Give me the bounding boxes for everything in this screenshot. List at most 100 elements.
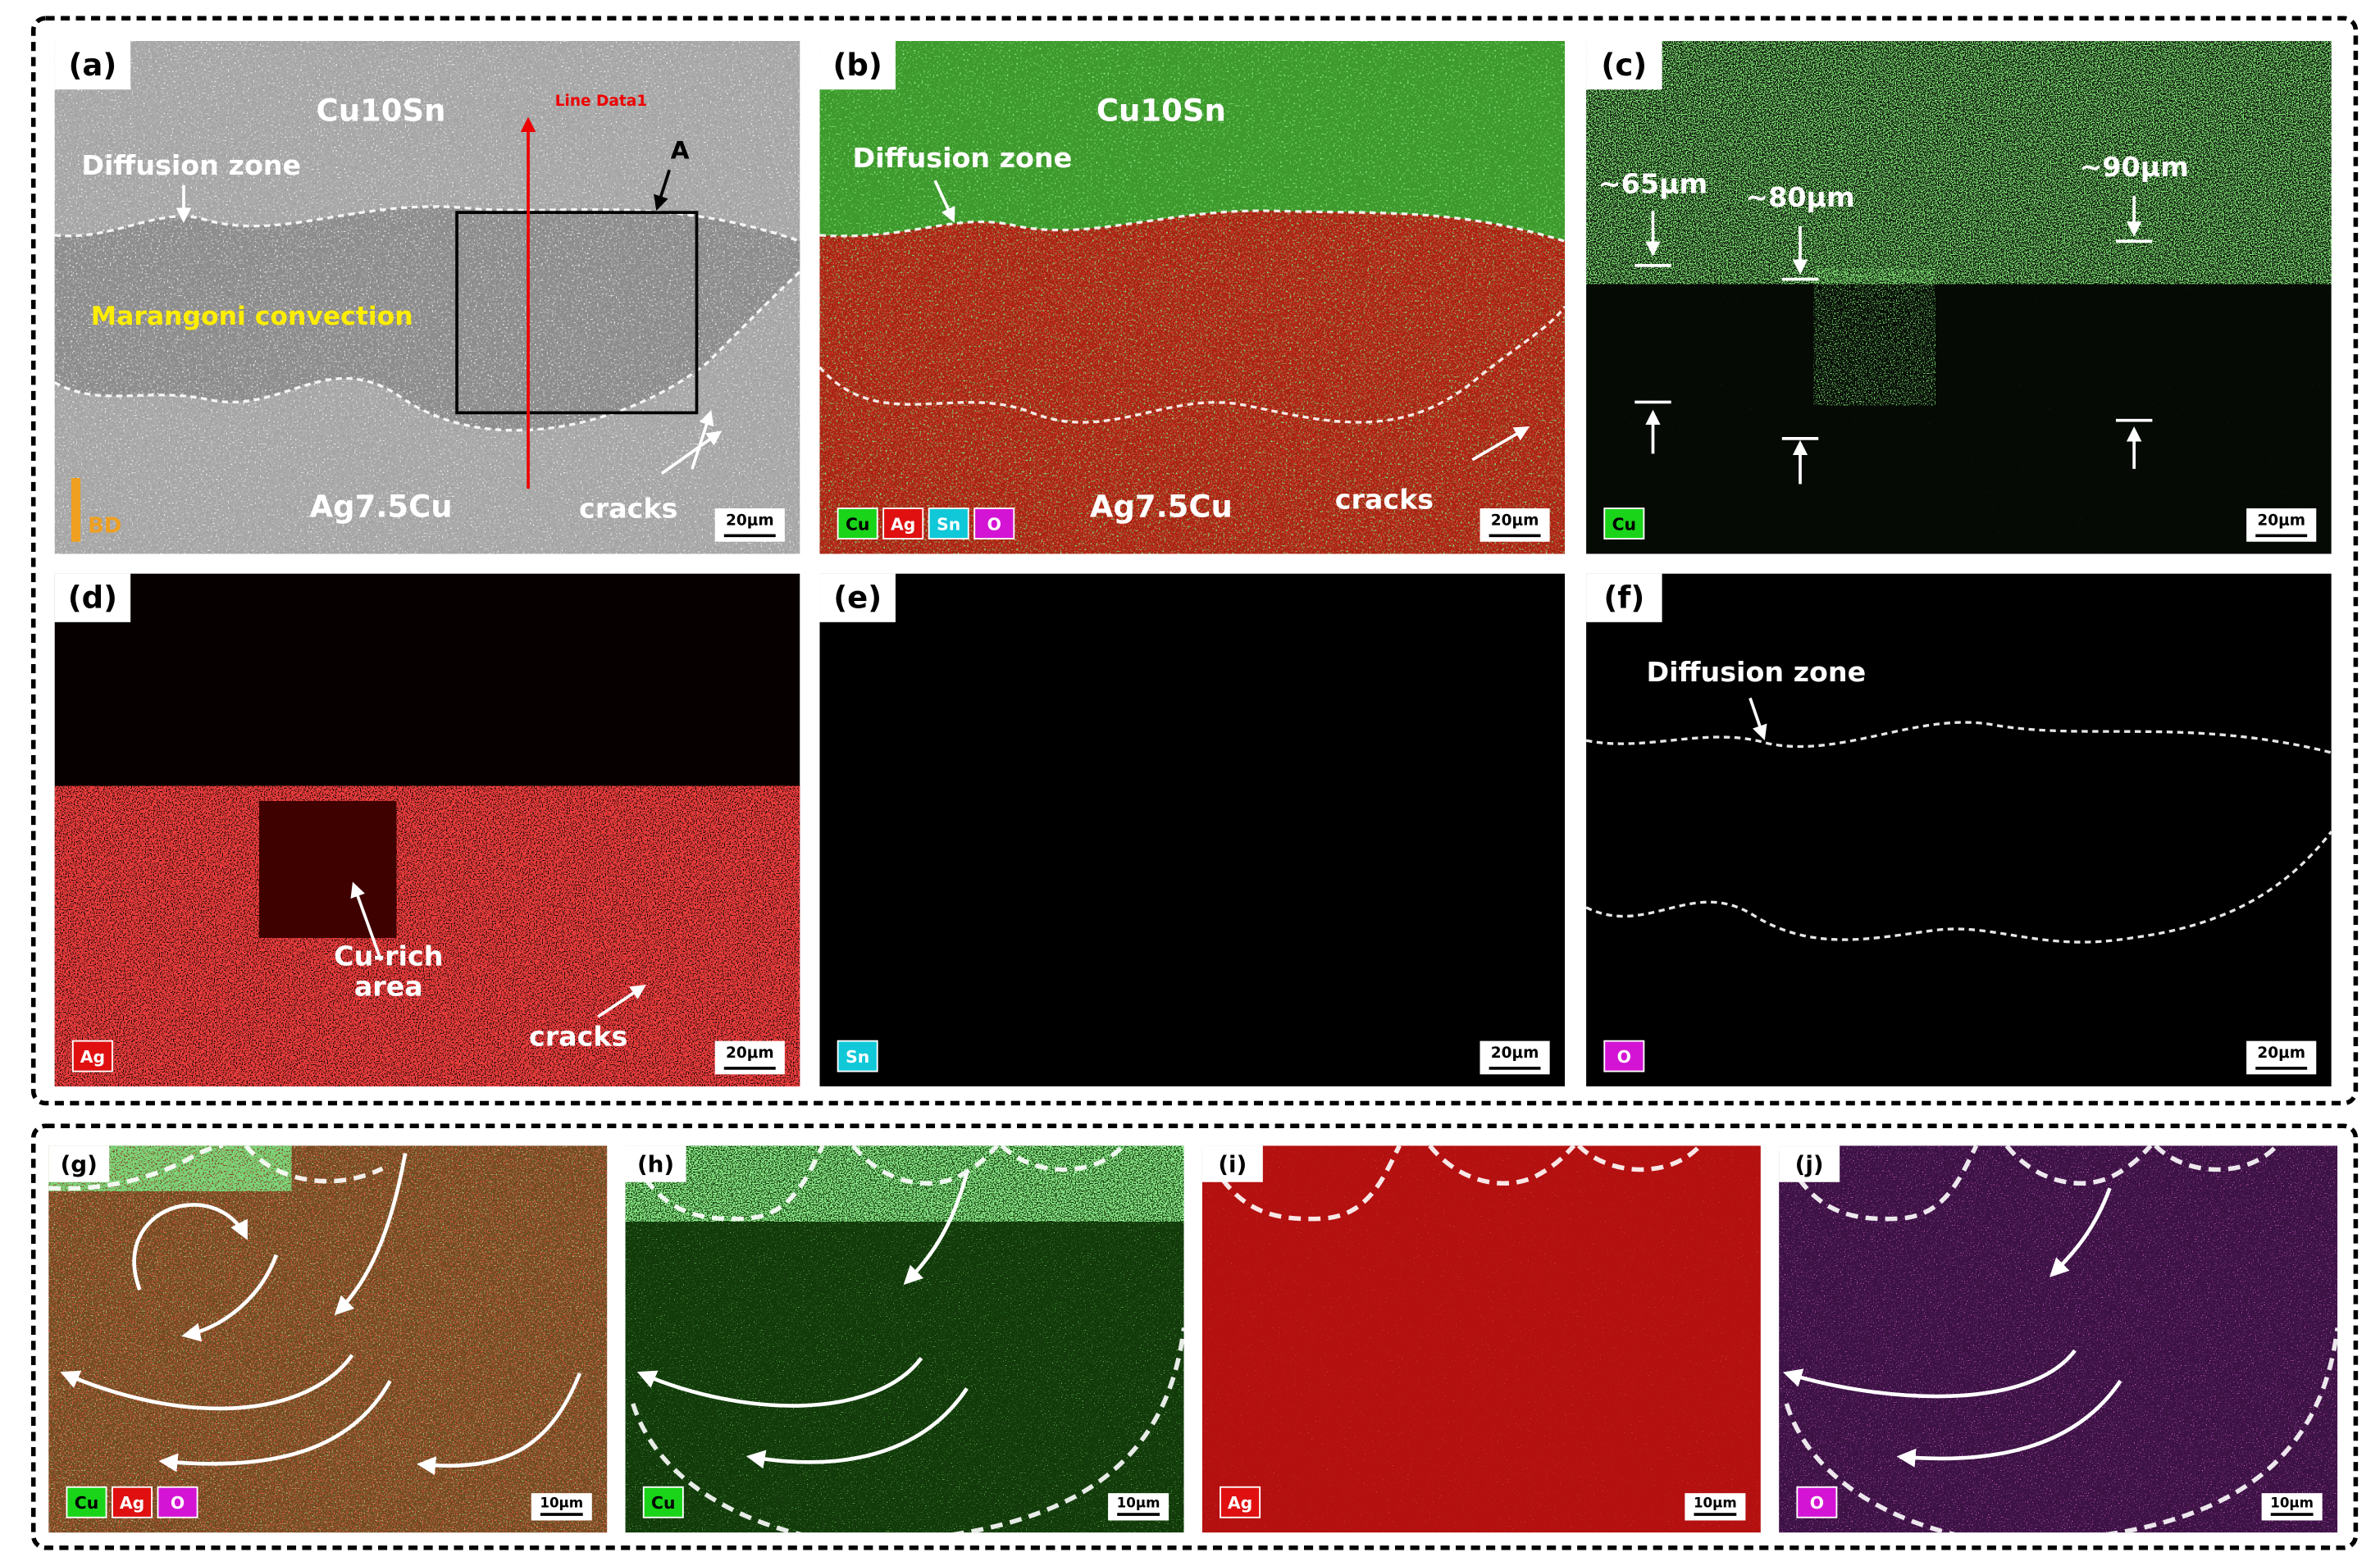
speckle [819, 211, 1566, 554]
micrograph: Cu10Sn Diffusion zone Line Data1 A Marangoni… [54, 40, 800, 554]
flow-arrow [1896, 1379, 2122, 1468]
scale-bar-label: 20μm [726, 1045, 774, 1062]
annotation: ~90μm [2079, 151, 2188, 183]
annotation: Cu10Sn [317, 93, 446, 128]
panel-label-bg [1586, 40, 1662, 90]
dashed-boundary [1784, 1327, 2338, 1533]
micrograph [48, 1145, 608, 1533]
panel-label-bg [819, 40, 896, 90]
annotation: cracks [529, 1020, 627, 1052]
dashed-boundary [819, 209, 1566, 243]
element-badge [837, 508, 878, 539]
annotation: Marangoni convection [91, 302, 413, 331]
panel-label: (f) [1603, 580, 1644, 616]
scale-bar-label: 20μm [726, 512, 774, 529]
inset-box [455, 211, 699, 415]
element-label: Ag [891, 514, 915, 534]
scale-bar-label: 10μm [2270, 1495, 2314, 1510]
element-badge [1796, 1486, 1838, 1518]
panel-label: (h) [637, 1150, 674, 1177]
element-label: Ag [1228, 1493, 1252, 1513]
flow-arrow [334, 1153, 408, 1316]
flow-arrow [2049, 1187, 2112, 1277]
scale-bar-label: 20μm [1491, 1045, 1539, 1062]
element-badge [928, 508, 969, 539]
element-badge [973, 508, 1015, 539]
flow-arrow [132, 1203, 248, 1291]
panel: Cu10Sn Diffusion zone Ag7.5Cu cracks (b) Cu Ag… [819, 40, 1566, 554]
dashed-boundary [1201, 1145, 1702, 1222]
speckle [819, 573, 1566, 1087]
element-badge [112, 1486, 153, 1518]
speckle [1813, 268, 1935, 406]
panel: (h) Cu 10μm [625, 1145, 1184, 1533]
speckle [1586, 725, 2332, 938]
annotation: A [671, 137, 690, 165]
dashed-boundary [625, 1145, 1125, 1222]
element-label: O [171, 1493, 185, 1513]
micrograph: ~65μm ~80μm ~90μm [1586, 40, 2332, 554]
speckle [1201, 1145, 1761, 1533]
element-badge [837, 1040, 878, 1072]
element-label: Sn [846, 1047, 869, 1067]
panel-label: (e) [833, 580, 882, 616]
frame-top [30, 16, 2359, 1106]
element-badge [882, 508, 924, 539]
dashed-boundary [631, 1327, 1184, 1533]
panel-label-bg [54, 573, 131, 622]
element-badge [1220, 1486, 1261, 1518]
element-label: Cu [75, 1493, 98, 1513]
dashed-boundary [1586, 831, 2332, 944]
element-badge [642, 1486, 684, 1518]
arrow [1471, 426, 1530, 462]
arrow [691, 409, 714, 470]
annotation: Diffusion zone [1646, 656, 1866, 688]
scale-bar-label: 10μm [1694, 1495, 1737, 1510]
speckle [1779, 1145, 2338, 1533]
panel: Diffusion zone (f) O 20μm [1586, 573, 2332, 1087]
flow-arrow [636, 1357, 923, 1408]
speckle [54, 573, 800, 786]
panel-label-bg [54, 40, 131, 90]
annotation: cracks [1335, 483, 1434, 515]
micrograph: Cu10Sn Diffusion zone Ag7.5Cu cracks [819, 40, 1566, 554]
speckle [54, 785, 800, 1087]
flow-arrow [417, 1373, 582, 1476]
panel-label: (g) [61, 1150, 98, 1177]
annotation: BD [88, 514, 121, 539]
annotation: cracks [579, 492, 677, 524]
element-label: Sn [937, 514, 960, 534]
annotation: Diffusion zone [81, 149, 301, 181]
panel-label-bg [819, 573, 896, 622]
flow-arrow [181, 1254, 279, 1342]
speckle [1586, 40, 2332, 285]
micrograph [625, 1145, 1184, 1533]
annotation: ~65μm [1598, 167, 1707, 199]
panel-label: (d) [68, 580, 117, 616]
scale-bar-label: 20μm [2257, 512, 2305, 529]
panel-label-bg [1586, 573, 1662, 622]
flow-arrow [903, 1172, 969, 1286]
speckle [259, 801, 397, 938]
speckle [1586, 284, 2332, 554]
panel-label: (i) [1218, 1150, 1247, 1177]
element-label: O [987, 514, 1001, 534]
element-label: Ag [80, 1047, 105, 1067]
annotation: Ag7.5Cu [1090, 489, 1233, 525]
annotation: Ag7.5Cu [309, 489, 452, 525]
panel-label-bg [625, 1145, 686, 1182]
dashed-boundary [54, 271, 800, 432]
micrograph [819, 573, 1566, 1087]
speckle [48, 1145, 608, 1533]
panel: (i) Ag 10μm [1201, 1145, 1761, 1533]
panel-label-bg [1779, 1145, 1840, 1182]
dashed-boundary [48, 1145, 384, 1191]
annotation: Line Data1 [555, 93, 647, 110]
element-label: Ag [120, 1493, 144, 1513]
element-badge [66, 1486, 107, 1518]
dashed-boundary [819, 305, 1566, 424]
annotation: Diffusion zone [853, 142, 1073, 174]
annotation: Cu-rich [334, 940, 443, 972]
